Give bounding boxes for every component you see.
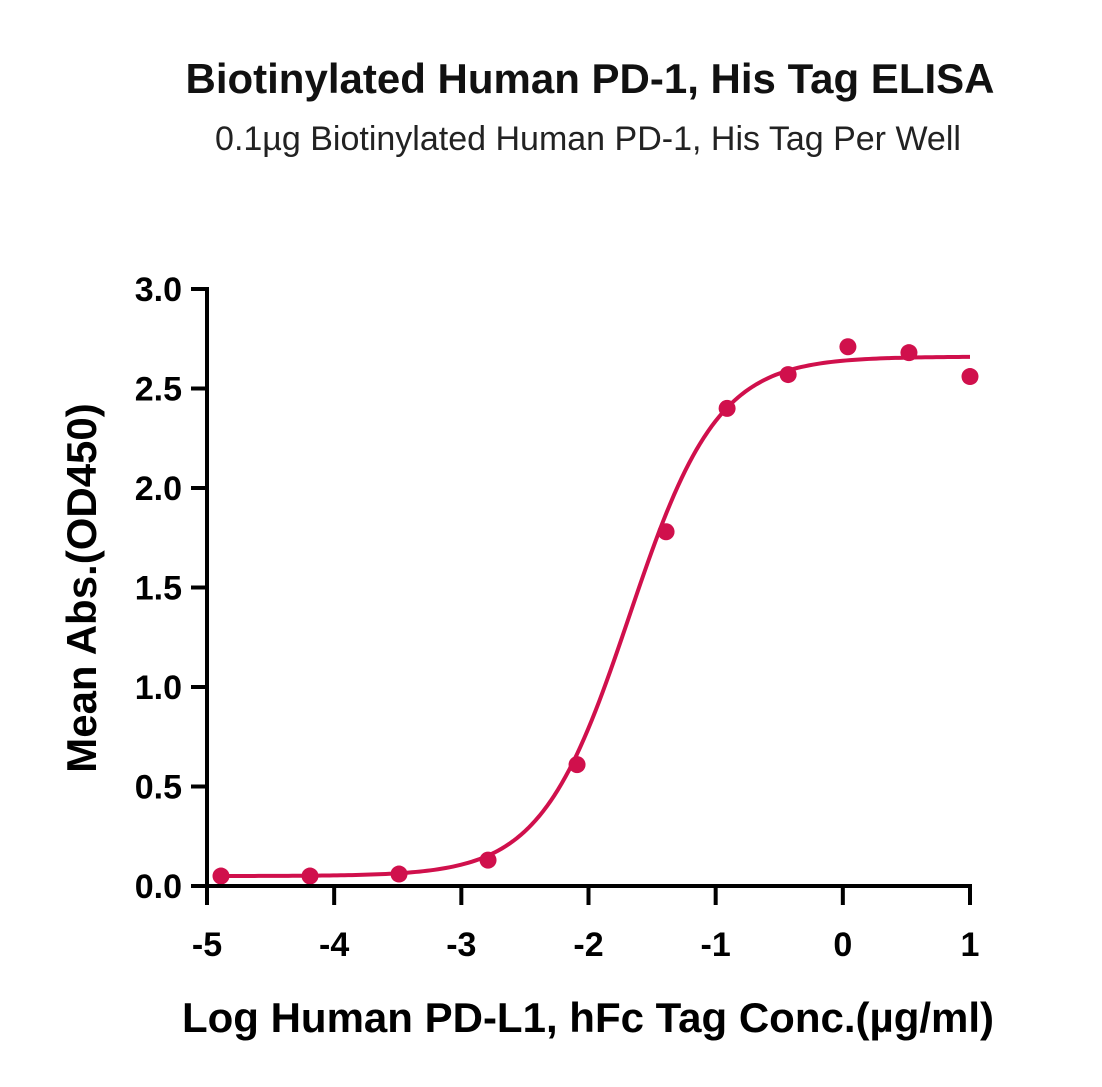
chart-subtitle: 0.1µg Biotinylated Human PD-1, His Tag P…	[215, 120, 961, 158]
x-tick-label: 1	[961, 926, 980, 964]
y-tick-label: 3.0	[135, 271, 182, 309]
data-point	[568, 756, 586, 774]
y-tick-label: 2.5	[135, 371, 182, 409]
data-point	[779, 366, 797, 384]
data-point	[900, 344, 918, 362]
x-tick-label: 0	[833, 926, 852, 964]
y-tick-label: 2.0	[135, 470, 182, 508]
data-point	[839, 338, 857, 356]
fit-curve-layer	[220, 354, 971, 878]
y-tick-label: 0.5	[135, 769, 182, 807]
y-axis-label: Mean Abs.(OD450)	[58, 403, 105, 773]
x-tick-label: -1	[701, 926, 731, 964]
x-tick-label: -3	[446, 926, 476, 964]
x-tick-label: -5	[192, 926, 222, 964]
fit-curve	[220, 354, 971, 878]
x-axis-label: Log Human PD-L1, hFc Tag Conc.(µg/ml)	[182, 994, 994, 1041]
data-point	[301, 867, 319, 885]
data-points-layer	[212, 338, 979, 885]
y-tick-label: 1.5	[135, 570, 182, 608]
y-tick-label: 1.0	[135, 669, 182, 707]
x-axis-ticks: -5 -4 -3 -2 -1 0 1	[192, 886, 980, 964]
y-axis-ticks: 0.0 0.5 1.0 1.5 2.0 2.5 3.0	[135, 271, 207, 906]
data-point	[479, 851, 497, 869]
data-point	[657, 523, 675, 541]
data-point	[961, 368, 979, 386]
data-point	[718, 399, 736, 417]
x-tick-label: -4	[319, 926, 349, 964]
chart-title: Biotinylated Human PD-1, His Tag ELISA	[186, 55, 995, 102]
x-tick-label: -2	[573, 926, 603, 964]
data-point	[212, 867, 230, 885]
data-point	[390, 865, 408, 883]
y-tick-label: 0.0	[135, 868, 182, 906]
